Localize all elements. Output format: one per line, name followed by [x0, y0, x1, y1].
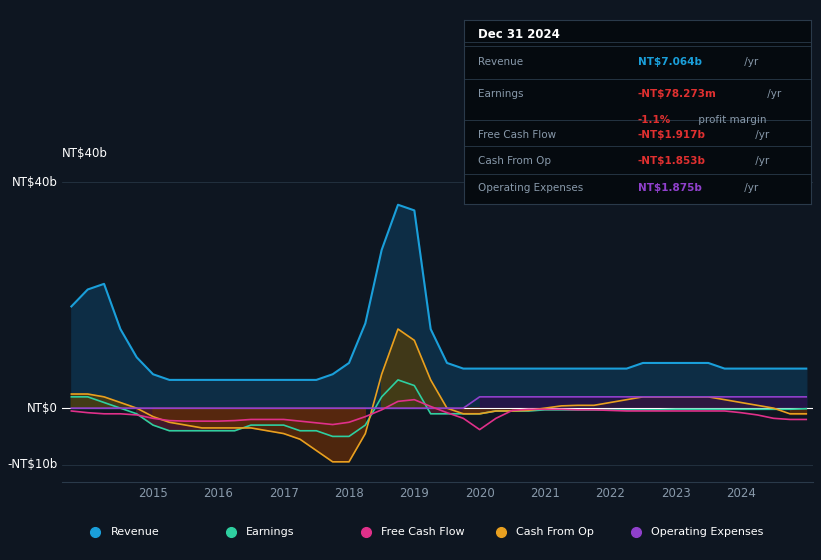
Text: Free Cash Flow: Free Cash Flow: [478, 130, 556, 140]
Text: /yr: /yr: [741, 183, 758, 193]
Text: NT$40b: NT$40b: [12, 176, 57, 189]
Text: -NT$10b: -NT$10b: [7, 458, 57, 471]
Text: -NT$78.273m: -NT$78.273m: [638, 90, 717, 100]
Text: Free Cash Flow: Free Cash Flow: [381, 527, 465, 537]
Text: Cash From Op: Cash From Op: [516, 527, 594, 537]
Text: /yr: /yr: [752, 156, 769, 166]
Text: Dec 31 2024: Dec 31 2024: [478, 28, 560, 41]
Text: Earnings: Earnings: [478, 90, 523, 100]
Text: NT$40b: NT$40b: [62, 147, 108, 160]
Text: Operating Expenses: Operating Expenses: [651, 527, 764, 537]
Text: /yr: /yr: [752, 130, 769, 140]
Text: -1.1%: -1.1%: [638, 115, 671, 125]
Text: NT$7.064b: NT$7.064b: [638, 57, 701, 67]
Text: profit margin: profit margin: [695, 115, 766, 125]
Text: -NT$1.917b: -NT$1.917b: [638, 130, 705, 140]
Text: NT$0: NT$0: [27, 402, 57, 414]
Text: Revenue: Revenue: [110, 527, 159, 537]
Text: Revenue: Revenue: [478, 57, 523, 67]
Text: /yr: /yr: [764, 90, 781, 100]
Text: Operating Expenses: Operating Expenses: [478, 183, 583, 193]
Text: Cash From Op: Cash From Op: [478, 156, 551, 166]
Text: /yr: /yr: [741, 57, 758, 67]
Text: -NT$1.853b: -NT$1.853b: [638, 156, 705, 166]
Text: Earnings: Earnings: [245, 527, 294, 537]
Text: NT$1.875b: NT$1.875b: [638, 183, 701, 193]
